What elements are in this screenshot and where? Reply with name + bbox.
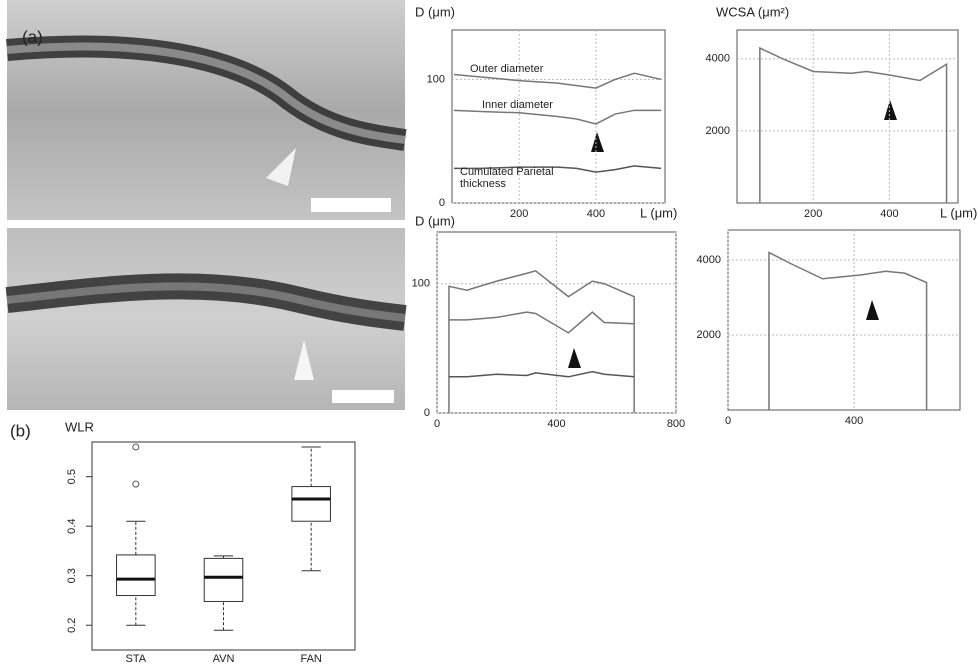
y-tick-label: 4000 bbox=[706, 53, 730, 65]
y-tick-label: 4000 bbox=[697, 254, 721, 266]
x-tick-label: 200 bbox=[804, 208, 822, 220]
x-tick-label: AVN bbox=[213, 653, 235, 665]
plot-frame bbox=[727, 229, 961, 411]
micrograph-top bbox=[6, 0, 407, 220]
y-axis-title: WCSA (μm²) bbox=[716, 4, 789, 19]
series-line bbox=[448, 370, 635, 378]
plot-frame bbox=[736, 29, 959, 204]
box bbox=[203, 557, 244, 602]
y-tick-label: 2000 bbox=[706, 125, 730, 137]
micrograph-bottom bbox=[5, 228, 407, 410]
y-axis-title: D (μm) bbox=[415, 213, 455, 228]
x-tick-label: 800 bbox=[667, 418, 685, 430]
series-line bbox=[759, 46, 948, 203]
panel-label: (a) bbox=[22, 27, 43, 46]
y-tick-label: 0 bbox=[424, 407, 430, 419]
series-line bbox=[768, 251, 928, 410]
x-tick-label: 0 bbox=[434, 418, 440, 430]
x-tick-label: 200 bbox=[510, 208, 528, 220]
x-tick-label: 400 bbox=[587, 208, 605, 220]
y-tick-label: 100 bbox=[427, 73, 445, 85]
outlier bbox=[132, 443, 140, 451]
series-line bbox=[453, 109, 662, 125]
y-tick-label: 0.2 bbox=[66, 618, 78, 633]
box bbox=[291, 486, 331, 522]
arrowheads bbox=[568, 100, 897, 368]
plot-frame bbox=[91, 441, 356, 651]
series-line bbox=[453, 72, 662, 89]
y-tick-label: 0.5 bbox=[66, 469, 78, 484]
chart-title: WLR bbox=[65, 419, 94, 434]
x-tick-label: FAN bbox=[300, 653, 321, 665]
y-tick-label: 0.3 bbox=[66, 568, 78, 583]
series-line bbox=[453, 165, 662, 173]
series-label: Inner diameter bbox=[482, 99, 553, 111]
y-axis-title: D (μm) bbox=[415, 4, 455, 19]
outlier bbox=[132, 480, 140, 488]
x-tick-label: 400 bbox=[880, 208, 898, 220]
x-tick-label: 400 bbox=[845, 415, 863, 427]
box bbox=[116, 554, 156, 597]
x-tick-label: 400 bbox=[547, 418, 565, 430]
y-tick-label: 0 bbox=[439, 197, 445, 209]
panel-label: (b) bbox=[10, 421, 31, 440]
y-tick-label: 0.4 bbox=[66, 519, 78, 534]
x-tick-label: STA bbox=[126, 653, 147, 665]
series-label: Cumulated Parietal thickness bbox=[460, 166, 554, 190]
x-axis-title: L (μm) bbox=[640, 205, 677, 220]
x-tick-label: 0 bbox=[725, 415, 731, 427]
series-line bbox=[448, 311, 635, 334]
y-tick-label: 100 bbox=[412, 278, 430, 290]
series-line bbox=[448, 269, 635, 413]
plot-frame bbox=[451, 29, 666, 204]
series-label: Outer diameter bbox=[470, 63, 544, 75]
y-tick-label: 2000 bbox=[697, 329, 721, 341]
x-axis-title: L (μm) bbox=[940, 205, 977, 220]
